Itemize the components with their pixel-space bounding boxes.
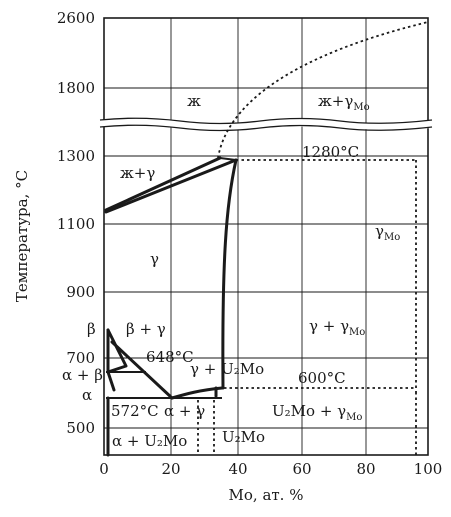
label-liquid: ж xyxy=(187,92,201,110)
y-axis-title: Температура, °C xyxy=(13,170,31,302)
alpha-beta-boundary xyxy=(106,370,116,392)
gamma-solvus-line xyxy=(221,158,238,390)
label-beta-gamma: β + γ xyxy=(126,320,166,338)
label-beta: β xyxy=(87,320,96,338)
y-tick-1300: 1300 xyxy=(57,147,95,165)
x-tick-40: 40 xyxy=(228,460,247,478)
y-tick-2600: 2600 xyxy=(57,9,95,27)
y-tick-900: 900 xyxy=(66,283,95,301)
x-tick-60: 60 xyxy=(292,460,311,478)
dotted-lines xyxy=(197,21,429,455)
label-temp-572: 572°C xyxy=(111,402,159,420)
x-axis-title: Mo, ат. % xyxy=(229,486,304,504)
label-gamma: γ xyxy=(150,250,159,268)
x-tick-labels: 0 20 40 60 80 100 xyxy=(99,460,442,478)
y-tick-labels: 2600 1800 1300 1100 900 700 500 xyxy=(57,9,95,437)
beta-gamma-boundary xyxy=(106,328,128,374)
mo-liquidus-dotted xyxy=(217,21,429,159)
x-tick-0: 0 xyxy=(99,460,109,478)
label-alpha-u2mo: α + U₂Mo xyxy=(112,432,187,450)
label-alpha-gamma: α + γ xyxy=(164,402,205,420)
u2mo-top-line xyxy=(170,386,224,400)
y-tick-1800: 1800 xyxy=(57,79,95,97)
label-liquid-gamma-mo: ж+γMo xyxy=(318,92,370,113)
label-temp-600: 600°C xyxy=(298,369,346,387)
region-labels: ж ж+γMo ж+γ 1280°C γMo γ γ + γMo β β + γ… xyxy=(62,92,400,450)
grid-horizontal xyxy=(104,87,428,429)
label-gamma-u2mo: γ + U₂Mo xyxy=(190,360,264,378)
peritectic-1280-line xyxy=(219,157,237,161)
label-alpha-beta: α + β xyxy=(62,366,103,384)
label-gamma-mo: γMo xyxy=(375,222,400,243)
phase-boundaries xyxy=(104,156,238,457)
y-tick-1100: 1100 xyxy=(57,215,95,233)
liquidus-line xyxy=(104,156,222,212)
label-alpha: α xyxy=(82,386,92,404)
y-tick-700: 700 xyxy=(66,349,95,367)
axis-break xyxy=(99,117,433,132)
label-temp-648: 648°C xyxy=(146,348,194,366)
y-tick-500: 500 xyxy=(66,419,95,437)
label-u2mo: U₂Mo xyxy=(222,428,265,446)
label-temp-1280: 1280°C xyxy=(302,143,359,161)
x-tick-80: 80 xyxy=(356,460,375,478)
grid-vertical xyxy=(170,18,367,455)
plot-frame xyxy=(103,17,429,456)
x-tick-20: 20 xyxy=(161,460,180,478)
solidus-line xyxy=(104,158,238,214)
label-u2mo-gamma-mo: U₂Mo + γMo xyxy=(272,402,362,423)
gamma-lower-boundary xyxy=(110,340,174,400)
label-gamma-gamma-mo: γ + γMo xyxy=(309,317,365,338)
label-liquid-gamma: ж+γ xyxy=(120,164,155,182)
x-tick-100: 100 xyxy=(414,460,443,478)
